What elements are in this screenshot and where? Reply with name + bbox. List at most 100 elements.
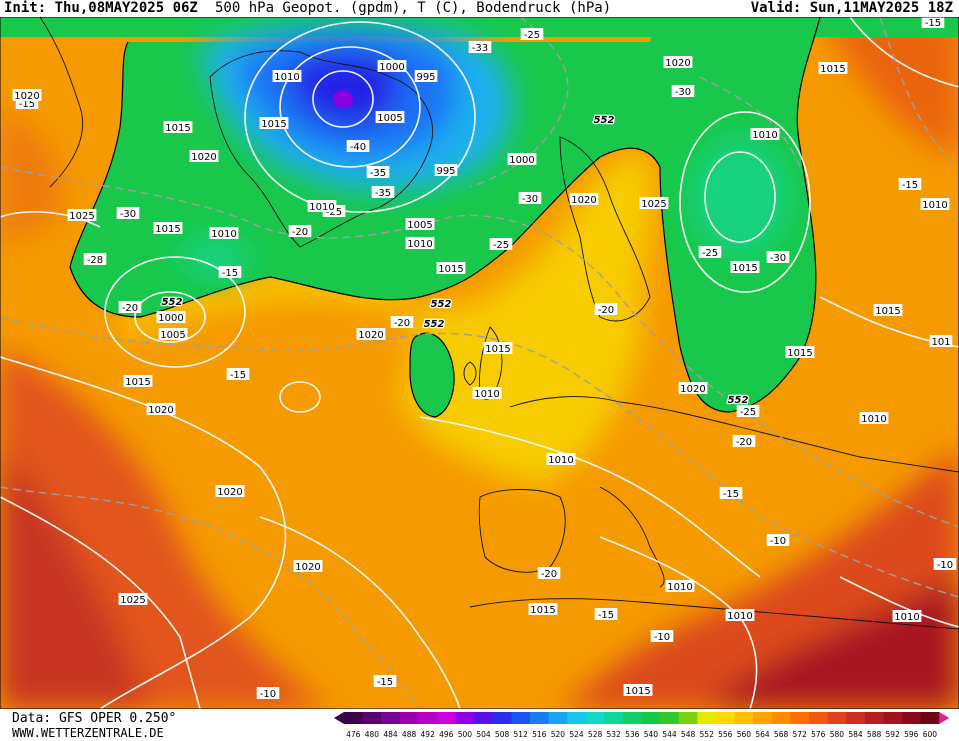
contour-552-label: 552 [162, 297, 183, 308]
color-scale-cell [809, 712, 829, 724]
pressure-label: 1010 [472, 387, 502, 400]
pressure-label: 101 [929, 335, 953, 348]
color-scale-label: 484 [383, 730, 398, 739]
temperature-label: -15 [218, 266, 242, 279]
color-scale-cell [455, 712, 475, 724]
color-scale-cell [344, 712, 364, 724]
svg-text:-15: -15 [222, 268, 238, 279]
map-header: Init: Thu,08MAY2025 06Z 500 hPa Geopot. … [0, 0, 959, 17]
color-scale-bar: 476 480 484 488 492 496 500 504 508 512 516 520 524 5… [334, 712, 950, 739]
svg-text:-15: -15 [377, 677, 393, 688]
pressure-label: 1010 [307, 200, 337, 213]
svg-text:1010: 1010 [548, 455, 573, 466]
weather-map: 552 552 552 552 552 -15 -25 -33 -30 -40 -35 -35 -25… [0, 17, 959, 709]
pressure-label: 1005 [405, 218, 435, 231]
svg-text:1010: 1010 [309, 202, 334, 213]
svg-text:-15: -15 [925, 18, 941, 29]
map-footer: Data: GFS OPER 0.250° WWW.WETTERZENTRALE… [0, 709, 959, 741]
temperature-label: -33 [468, 41, 492, 54]
svg-text:1000: 1000 [158, 313, 183, 324]
pressure-label: 1010 [892, 610, 922, 623]
svg-text:-25: -25 [493, 240, 509, 251]
temperature-label: -25 [520, 28, 544, 41]
svg-text:1015: 1015 [485, 344, 510, 355]
svg-text:1020: 1020 [358, 330, 383, 341]
svg-text:1010: 1010 [274, 72, 299, 83]
pressure-label: 1020 [663, 56, 693, 69]
pressure-label: 1020 [569, 193, 599, 206]
svg-text:-20: -20 [736, 437, 752, 448]
svg-text:1025: 1025 [641, 199, 666, 210]
svg-text:1020: 1020 [295, 562, 320, 573]
svg-text:-35: -35 [370, 168, 386, 179]
color-scale-label: 524 [569, 730, 584, 739]
temperature-label: -15 [921, 17, 945, 29]
pressure-label: 1015 [818, 62, 848, 75]
pressure-label: 1015 [873, 304, 903, 317]
svg-text:-25: -25 [326, 207, 342, 218]
pressure-label: 1020 [356, 328, 386, 341]
field-teal-low [690, 137, 790, 257]
pressure-label: 1015 [730, 261, 760, 274]
ireland-coast [463, 361, 477, 386]
pressure-label: 1015 [259, 117, 289, 130]
color-scale-label: 600 [923, 730, 938, 739]
svg-text:1010: 1010 [211, 229, 236, 240]
svg-text:1015: 1015 [155, 224, 180, 235]
temperature-label: -20 [390, 316, 414, 329]
svg-text:-40: -40 [350, 142, 366, 153]
color-scale-label: 548 [681, 730, 696, 739]
temperature-label: -15 [719, 487, 743, 500]
pressure-label: 1000 [377, 60, 407, 73]
svg-text:-15: -15 [598, 610, 614, 621]
color-scale-cell [511, 712, 531, 724]
svg-text:1000: 1000 [509, 155, 534, 166]
color-scale-cell [381, 712, 401, 724]
color-scale-label: 500 [458, 730, 473, 739]
svg-text:-30: -30 [120, 209, 136, 220]
svg-text:1010: 1010 [667, 582, 692, 593]
color-scale-cell [697, 712, 717, 724]
pressure-label: 1020 [678, 382, 708, 395]
temperature-label: -15 [226, 368, 250, 381]
color-scale-cell [827, 712, 847, 724]
svg-text:1025: 1025 [69, 211, 94, 222]
temperature-label: -15 [898, 178, 922, 191]
temperature-label: -30 [766, 251, 790, 264]
temperature-label: -15 [373, 675, 397, 688]
svg-text:1015: 1015 [530, 605, 555, 616]
field-green-top [0, 17, 959, 37]
pressure-label: 1015 [623, 684, 653, 697]
pressure-label: 1015 [153, 222, 183, 235]
temperature-label: -30 [116, 207, 140, 220]
temperature-label: -20 [732, 435, 756, 448]
isobars [0, 17, 959, 709]
svg-text:995: 995 [416, 72, 435, 83]
color-scale-cell [883, 712, 903, 724]
svg-text:1020: 1020 [680, 384, 705, 395]
contour-552-label: 552 [424, 319, 445, 330]
svg-text:1010: 1010 [474, 389, 499, 400]
svg-text:1010: 1010 [861, 414, 886, 425]
svg-text:-30: -30 [522, 194, 538, 205]
svg-text:-15: -15 [19, 99, 35, 110]
pressure-label: 1010 [405, 237, 435, 250]
pressure-label: 1015 [123, 375, 153, 388]
svg-text:1020: 1020 [217, 487, 242, 498]
color-scale-label: 596 [904, 730, 919, 739]
map-title: 500 hPa Geopot. (gpdm), T (C), Bodendruc… [215, 0, 612, 16]
north-africa-coast [469, 598, 959, 630]
svg-text:-10: -10 [770, 536, 786, 547]
color-scale-label: 592 [886, 730, 901, 739]
pressure-label: 1010 [546, 453, 576, 466]
svg-text:-25: -25 [524, 30, 540, 41]
pressure-label: 1010 [859, 412, 889, 425]
temperature-label: -10 [933, 558, 957, 571]
color-scale-label: 576 [811, 730, 826, 739]
color-scale-label: 480 [365, 730, 380, 739]
temperature-label: -20 [288, 225, 312, 238]
color-scale-cell [604, 712, 624, 724]
svg-text:-20: -20 [394, 318, 410, 329]
color-scale-label: 544 [662, 730, 677, 739]
special-552-labels: 552 552 552 552 552 [160, 114, 749, 408]
